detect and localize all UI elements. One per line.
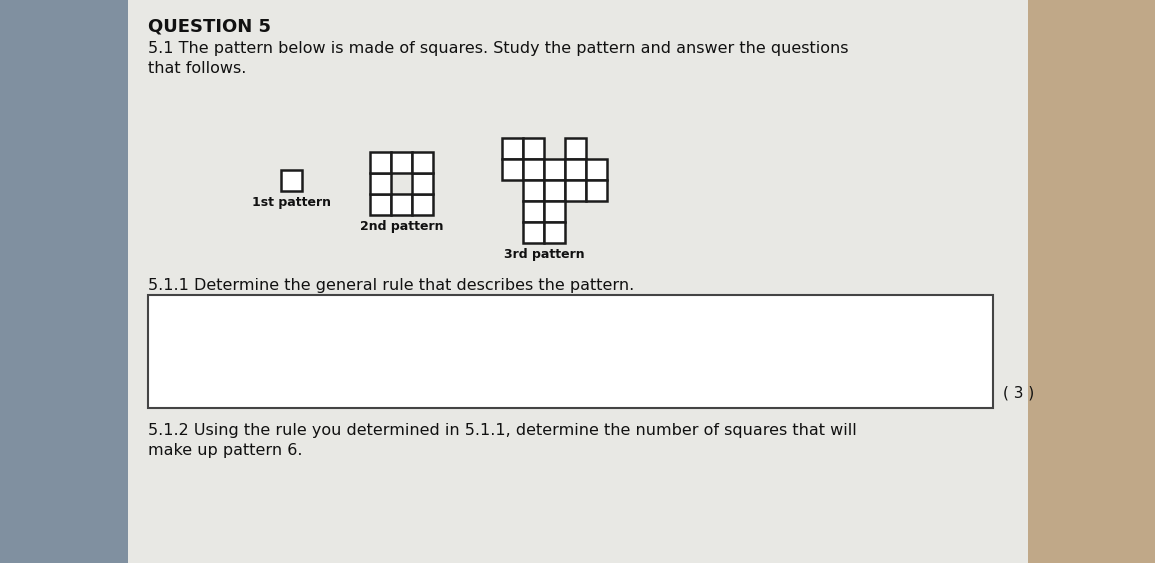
- Bar: [412, 194, 433, 215]
- Bar: [523, 138, 544, 159]
- Text: make up pattern 6.: make up pattern 6.: [148, 443, 303, 458]
- Bar: [392, 194, 412, 215]
- Bar: [148, 295, 993, 408]
- Text: 5.1.2 Using the rule you determined in 5.1.1, determine the number of squares th: 5.1.2 Using the rule you determined in 5…: [148, 423, 857, 438]
- Text: 3rd pattern: 3rd pattern: [504, 248, 584, 261]
- Bar: [0, 0, 128, 563]
- Bar: [586, 159, 608, 180]
- Bar: [523, 222, 544, 243]
- Bar: [523, 201, 544, 222]
- Text: 5.1.1 Determine the general rule that describes the pattern.: 5.1.1 Determine the general rule that de…: [148, 278, 634, 293]
- Text: ( 3 ): ( 3 ): [1003, 385, 1034, 400]
- Bar: [523, 159, 544, 180]
- Text: 5.1 The pattern below is made of squares. Study the pattern and answer the quest: 5.1 The pattern below is made of squares…: [148, 41, 849, 56]
- Bar: [392, 152, 412, 173]
- Bar: [1028, 0, 1155, 563]
- Bar: [128, 0, 1028, 563]
- Bar: [281, 170, 301, 191]
- Text: 1st pattern: 1st pattern: [252, 196, 331, 209]
- Bar: [370, 152, 392, 173]
- Bar: [544, 201, 565, 222]
- Bar: [544, 222, 565, 243]
- Bar: [544, 159, 565, 180]
- Bar: [370, 194, 392, 215]
- Bar: [502, 138, 523, 159]
- Bar: [565, 180, 586, 201]
- Bar: [586, 180, 608, 201]
- Bar: [565, 138, 586, 159]
- Text: QUESTION 5: QUESTION 5: [148, 18, 271, 36]
- Bar: [502, 159, 523, 180]
- Text: that follows.: that follows.: [148, 61, 246, 76]
- Bar: [565, 159, 586, 180]
- Bar: [523, 180, 544, 201]
- Text: 2nd pattern: 2nd pattern: [359, 220, 444, 233]
- Bar: [370, 173, 392, 194]
- Bar: [412, 152, 433, 173]
- Bar: [544, 180, 565, 201]
- Bar: [412, 173, 433, 194]
